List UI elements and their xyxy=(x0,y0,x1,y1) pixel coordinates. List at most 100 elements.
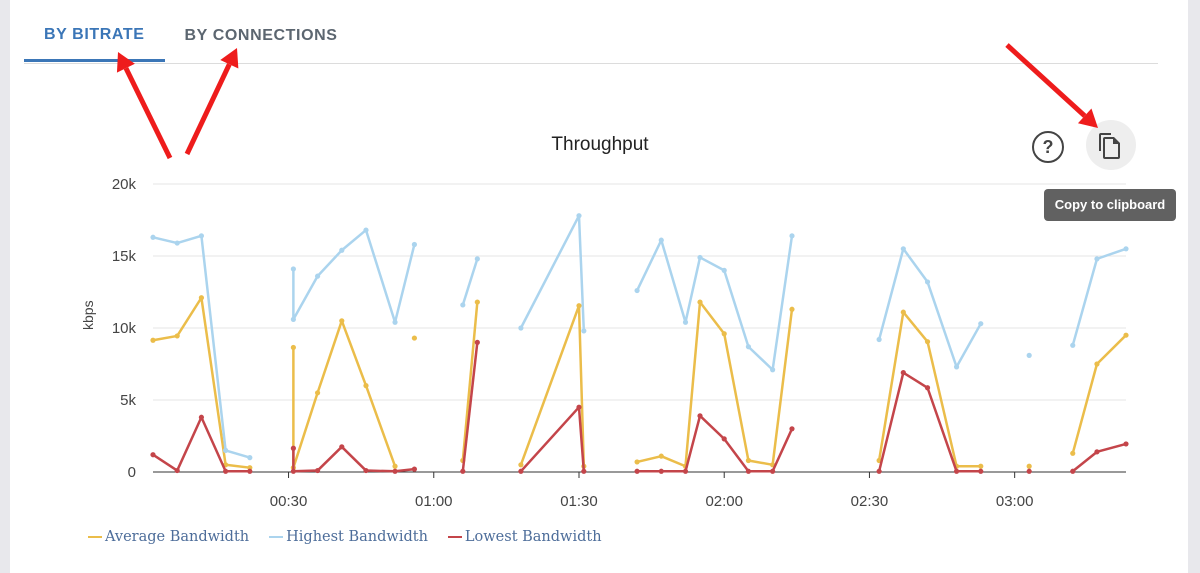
data-point-lowest xyxy=(721,436,727,442)
data-point-lowest xyxy=(697,413,703,419)
data-point-lowest xyxy=(978,468,984,474)
data-point-highest xyxy=(392,319,398,325)
data-point-highest xyxy=(978,321,984,327)
data-point-highest xyxy=(1026,352,1032,358)
tab-by-connections[interactable]: BY CONNECTIONS xyxy=(184,27,338,44)
data-point-lowest xyxy=(339,444,345,450)
data-point-average xyxy=(392,463,398,469)
copy-icon xyxy=(1099,133,1120,159)
data-point-average xyxy=(658,453,664,459)
legend-item-highest[interactable]: Highest Bandwidth xyxy=(269,529,428,545)
data-point-lowest xyxy=(223,468,229,474)
data-point-lowest xyxy=(411,466,418,472)
data-point-highest xyxy=(314,273,321,279)
data-point-lowest xyxy=(1070,468,1076,474)
data-point-average xyxy=(247,465,253,471)
tab-divider xyxy=(24,63,1158,64)
data-point-lowest xyxy=(290,445,296,451)
data-point-lowest xyxy=(876,468,882,474)
data-point-lowest xyxy=(634,468,640,474)
x-tick-label: 02:00 xyxy=(705,493,743,510)
data-point-average xyxy=(363,383,369,389)
series-line-average xyxy=(636,300,794,468)
data-point-highest xyxy=(953,364,960,370)
data-point-highest xyxy=(789,233,795,239)
data-point-highest xyxy=(150,234,156,240)
data-point-average xyxy=(411,335,418,341)
data-point-lowest xyxy=(745,468,752,474)
data-point-highest xyxy=(411,241,418,248)
series-line-highest xyxy=(1071,247,1127,346)
data-point-highest xyxy=(198,233,205,239)
data-point-lowest xyxy=(314,467,321,474)
data-point-lowest xyxy=(460,468,466,474)
data-point-lowest xyxy=(682,468,689,474)
data-point-average xyxy=(339,318,345,324)
data-point-lowest xyxy=(658,468,664,474)
copy-button[interactable] xyxy=(1086,120,1136,170)
chart-title: Throughput xyxy=(551,134,649,155)
data-point-average xyxy=(634,459,640,465)
data-point-highest xyxy=(363,227,369,233)
data-point-highest xyxy=(460,302,466,308)
data-point-lowest xyxy=(150,452,156,458)
data-point-highest xyxy=(1094,256,1100,262)
y-tick-label: 10k xyxy=(112,320,137,337)
legend-label-lowest: Lowest Bandwidth xyxy=(464,529,602,545)
data-point-lowest xyxy=(174,467,180,474)
data-point-highest xyxy=(924,279,931,285)
series-line-average xyxy=(519,304,586,467)
copy-tooltip: Copy to clipboard xyxy=(1044,189,1176,221)
series-line-lowest xyxy=(461,342,479,472)
data-point-average xyxy=(198,295,205,301)
data-point-lowest xyxy=(198,414,205,420)
data-point-lowest xyxy=(1026,468,1032,474)
x-tick-label: 00:30 xyxy=(270,493,308,510)
data-point-lowest xyxy=(770,468,776,474)
data-point-highest xyxy=(290,316,296,322)
data-point-lowest xyxy=(576,404,582,410)
data-point-average xyxy=(745,457,752,464)
x-tick-label: 02:30 xyxy=(851,493,889,510)
y-tick-label: 5k xyxy=(120,392,136,409)
x-tick-label: 01:00 xyxy=(415,493,453,510)
series-line-lowest xyxy=(637,414,794,473)
data-point-average xyxy=(924,339,931,345)
data-point-highest xyxy=(697,254,703,261)
legend: Average Bandwidth Highest Bandwidth Lowe… xyxy=(88,529,602,545)
data-point-highest xyxy=(876,336,882,343)
data-point-highest xyxy=(339,247,345,253)
series-line-lowest xyxy=(1071,442,1127,473)
data-point-highest xyxy=(518,325,524,331)
legend-item-average[interactable]: Average Bandwidth xyxy=(88,529,249,545)
legend-label-average: Average Bandwidth xyxy=(105,529,250,545)
data-point-average xyxy=(978,463,984,469)
data-point-average xyxy=(174,333,180,339)
data-point-highest xyxy=(290,266,296,272)
data-point-highest xyxy=(174,240,180,246)
data-point-lowest xyxy=(789,426,795,432)
series-line-average xyxy=(877,310,981,468)
data-point-lowest xyxy=(1094,449,1100,455)
data-point-average xyxy=(1094,361,1100,367)
data-point-highest xyxy=(745,344,752,350)
data-point-lowest xyxy=(290,468,296,474)
series-line-lowest xyxy=(152,416,250,473)
x-tick-label: 01:30 xyxy=(560,493,598,510)
tab-by-bitrate[interactable]: BY BITRATE xyxy=(24,10,165,62)
data-point-average xyxy=(789,306,795,312)
data-point-highest xyxy=(581,328,587,334)
y-tick-label: 15k xyxy=(112,248,137,265)
data-point-highest xyxy=(247,455,253,461)
data-point-highest xyxy=(770,367,776,373)
data-point-lowest xyxy=(392,468,398,474)
y-tick-label: 20k xyxy=(112,176,137,193)
data-point-highest xyxy=(474,256,480,262)
series-line-average xyxy=(292,319,397,469)
legend-item-lowest[interactable]: Lowest Bandwidth xyxy=(447,529,602,545)
data-point-average xyxy=(314,390,321,396)
help-icon[interactable]: ? xyxy=(1032,131,1064,163)
data-point-highest xyxy=(900,246,906,252)
data-point-average xyxy=(518,462,524,468)
